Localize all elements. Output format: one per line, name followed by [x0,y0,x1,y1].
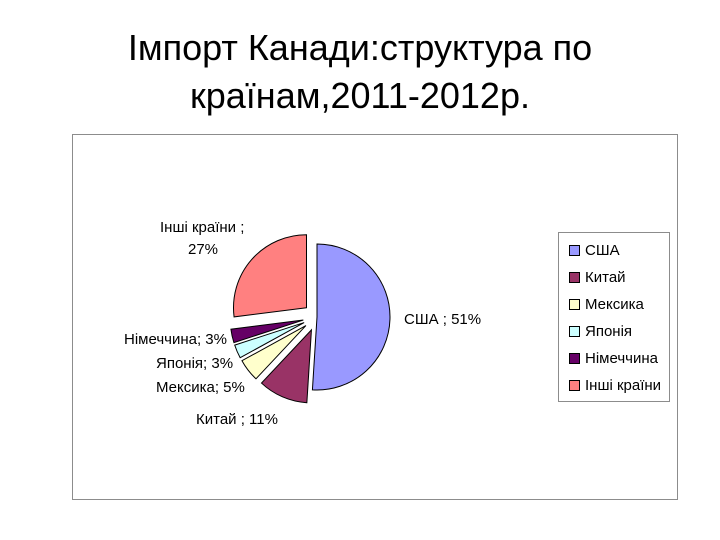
title-line-2: країнам,2011-2012р. [190,75,530,116]
label-germany: Німеччина; 3% [124,331,227,348]
legend-item-china: Китай [569,268,626,286]
legend-swatch-japan [569,325,580,337]
label-mexico: Мексика; 5% [156,379,245,396]
legend-swatch-others [569,379,580,391]
legend-item-usa: США [569,241,620,259]
legend-label-china: Китай [585,268,626,286]
legend-label-japan: Японія [585,322,633,340]
legend-label-usa: США [585,241,620,259]
label-japan: Японія; 3% [156,355,233,372]
pie-slice-mexico [241,325,307,380]
legend-label-germany: Німеччина [585,349,658,367]
legend-item-japan: Японія [569,322,632,340]
chart-legend: США Китай Мексика Японія Німеччина Інші … [558,232,670,402]
label-china: Китай ; 11% [196,411,278,428]
legend-item-germany: Німеччина [569,349,658,367]
label-others-line2: 27% [188,241,218,258]
legend-label-mexico: Мексика [585,295,644,313]
pie-slice-japan [234,322,305,359]
legend-swatch-usa [569,244,580,256]
legend-item-mexico: Мексика [569,295,644,313]
legend-swatch-germany [569,352,580,364]
pie-slice-usa [311,243,391,391]
legend-swatch-mexico [569,298,580,310]
page-title: Імпорт Канади:структура по країнам,2011-… [0,24,720,120]
legend-item-others: Інші країни [569,376,661,394]
title-line-1: Імпорт Канади:структура по [127,27,593,68]
legend-swatch-china [569,271,580,283]
pie-slice-germany [230,319,304,344]
label-usa: США ; 51% [404,311,481,328]
legend-label-others: Інші країни [585,376,662,394]
pie-slice-china [260,328,313,404]
label-others-line1: Інші країни ; [160,219,244,236]
pie-slice-others [233,234,307,318]
